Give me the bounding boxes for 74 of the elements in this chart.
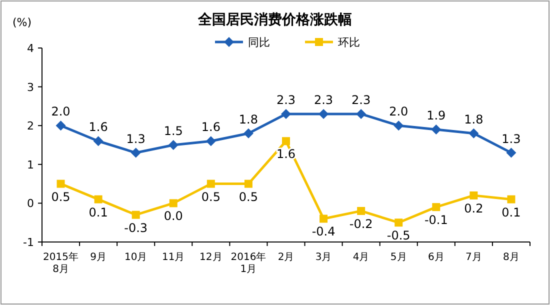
point [282, 137, 290, 146]
point [93, 136, 104, 146]
x-tick-label: 7月 [466, 252, 482, 263]
point [243, 128, 254, 138]
data-label: -0.2 [349, 216, 373, 231]
point [431, 124, 442, 134]
y-tick-label: 4 [27, 42, 34, 55]
x-tick-label: 8月 [503, 252, 520, 263]
data-label: 0.0 [164, 209, 183, 224]
data-label: 0.1 [502, 205, 521, 220]
x-tick-label: 11月 [162, 252, 185, 263]
data-label: 1.3 [502, 132, 521, 146]
x-tick-label: 12月 [200, 252, 222, 263]
data-label: -0.3 [124, 220, 148, 235]
y-tick-label: 2 [27, 120, 34, 133]
point [281, 108, 291, 119]
data-label: 1.6 [201, 120, 220, 134]
x-tick-label: 2016年 1月 [230, 251, 266, 275]
point [169, 199, 178, 208]
point [168, 140, 178, 150]
x-tick-label: 10月 [124, 252, 148, 263]
point [432, 203, 440, 212]
y-tick-label: 0 [27, 197, 34, 210]
data-label: 0.1 [88, 205, 108, 220]
data-label: -0.5 [386, 228, 410, 243]
point [318, 108, 329, 119]
y-tick-label: 1 [27, 158, 34, 172]
x-tick-label: 5月 [390, 252, 407, 263]
data-label: 1.6 [88, 120, 108, 134]
data-label: -0.1 [424, 213, 448, 228]
data-label: 0.5 [201, 190, 220, 204]
point [206, 180, 215, 188]
point [244, 180, 252, 188]
data-label: 2.0 [389, 104, 408, 119]
data-label: 0.5 [51, 190, 70, 204]
data-label: 0.5 [238, 190, 258, 204]
x-tick-label: 3月 [315, 252, 332, 263]
point [130, 148, 141, 158]
point [206, 136, 216, 146]
y-tick-label: 3 [27, 80, 34, 94]
y-tick-label: -1 [23, 236, 34, 249]
data-label: 2.0 [51, 104, 70, 119]
data-label: 1.8 [238, 112, 258, 126]
data-label: 1.5 [164, 124, 183, 138]
legend-label: 同比 [248, 36, 270, 49]
point [320, 214, 328, 223]
legend-label: 环比 [338, 36, 360, 49]
chart-title: 全国居民消费价格涨跌幅 [197, 12, 352, 28]
point [94, 195, 102, 204]
point [468, 128, 479, 138]
x-tick-label: 6月 [428, 252, 444, 263]
data-label: 1.9 [426, 108, 446, 122]
point [56, 180, 65, 188]
data-label: 1.8 [464, 112, 484, 126]
x-tick-label: 2月 [278, 252, 294, 263]
data-label: -0.4 [312, 224, 336, 239]
data-label: 0.2 [464, 201, 484, 216]
point [507, 195, 516, 204]
data-label: 2.3 [352, 92, 371, 107]
data-label: 2.3 [276, 92, 296, 107]
point [506, 148, 516, 158]
point [357, 206, 366, 215]
point [356, 108, 366, 119]
data-label: 2.3 [314, 92, 334, 107]
point [394, 218, 403, 227]
data-label: 1.3 [126, 132, 146, 146]
point [56, 120, 66, 131]
x-tick-label: 9月 [90, 252, 106, 263]
point [470, 191, 478, 200]
x-tick-label: 4月 [352, 252, 370, 263]
point [394, 120, 404, 131]
point [132, 210, 140, 219]
x-tick-label: 2015年 8月 [43, 251, 78, 275]
y-axis-title: (%) [12, 16, 32, 29]
